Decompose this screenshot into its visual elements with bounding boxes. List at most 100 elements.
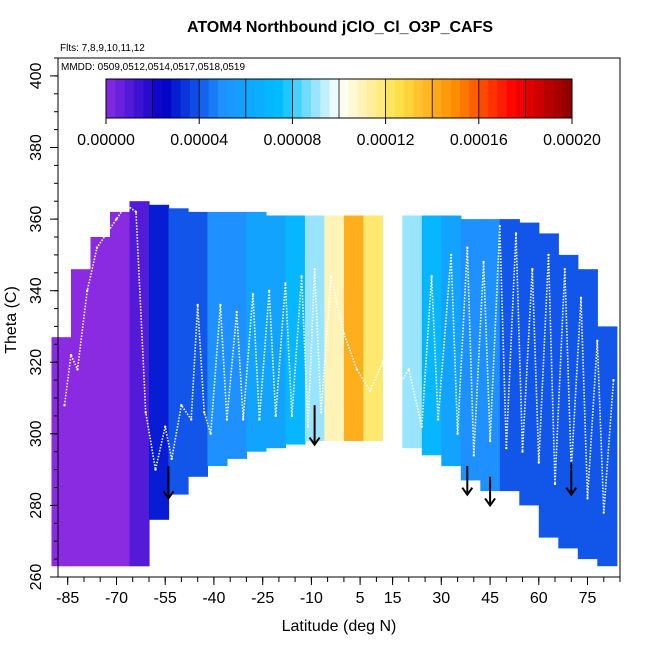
y-axis: 260 280 300 320 340 360 380 400 xyxy=(28,57,58,591)
flight-track-point xyxy=(284,282,287,285)
flight-track-point xyxy=(602,511,605,514)
heatmap-cell xyxy=(597,326,618,567)
flight-track-point xyxy=(209,432,212,435)
colorbar-tick-label: 0.00016 xyxy=(450,132,508,149)
colorbar-swatch xyxy=(273,79,284,118)
flight-track-point xyxy=(547,253,550,257)
colorbar-swatch xyxy=(348,79,359,118)
flight-track-point xyxy=(355,368,359,371)
heatmap-cell xyxy=(207,211,228,466)
flight-track-point xyxy=(586,497,589,500)
flight-track-point xyxy=(537,461,540,464)
flight-track-point xyxy=(514,232,518,235)
colorbar-swatch xyxy=(497,79,508,118)
colorbar-swatch xyxy=(320,79,331,118)
flight-track-point xyxy=(466,246,469,249)
flight-track-point xyxy=(394,389,397,393)
flight-track-point xyxy=(63,404,66,407)
y-tick-label: 400 xyxy=(28,62,45,89)
heatmap-cell xyxy=(441,215,462,467)
colorbar-swatch xyxy=(413,79,424,118)
colorbar-swatch xyxy=(301,79,312,118)
x-tick-label: 5 xyxy=(356,590,365,607)
colorbar-swatch xyxy=(199,79,210,118)
y-tick-label: 300 xyxy=(28,420,45,447)
x-tick-label: -85 xyxy=(56,590,79,607)
colorbar-swatch xyxy=(245,79,256,118)
flight-track-point xyxy=(290,414,294,418)
colorbar-swatch xyxy=(422,79,433,118)
flight-track-point xyxy=(274,414,277,418)
colorbar-swatch xyxy=(516,79,526,118)
colorbar-swatch xyxy=(488,79,498,118)
x-tick-label: -10 xyxy=(300,590,323,607)
flight-track-point xyxy=(235,310,238,314)
heatmap-cell xyxy=(519,222,540,506)
colorbar-tick-label: 0.00008 xyxy=(263,132,321,149)
heatmap-cell xyxy=(558,254,579,549)
colorbar-swatch xyxy=(189,79,200,118)
flight-track-point xyxy=(449,253,453,257)
x-tick-label: 60 xyxy=(530,590,548,607)
arrow-head xyxy=(484,497,496,508)
flight-track-point xyxy=(86,289,89,292)
arrow-head xyxy=(461,487,474,497)
heatmap-cell xyxy=(480,219,501,492)
heatmap-cell xyxy=(168,208,189,495)
colorbar-swatch xyxy=(506,79,517,118)
flight-track-point xyxy=(563,268,566,271)
colorbar-swatch xyxy=(339,79,349,118)
flight-track-point xyxy=(531,268,534,271)
colorbar-swatch xyxy=(525,79,536,118)
flight-track-point xyxy=(69,353,73,357)
x-axis: -85 -70 -55 -40 -25 -10 5 15 30 45 60 75 xyxy=(56,577,621,607)
colorbar-swatch xyxy=(441,79,452,118)
flight-track-point xyxy=(306,425,310,428)
colorbar-swatch xyxy=(534,79,545,118)
flight-track-point xyxy=(164,425,167,428)
colorbar-swatch xyxy=(208,79,219,118)
colorbar-tick-label: 0.00012 xyxy=(357,132,415,149)
y-tick-label: 260 xyxy=(28,564,45,591)
colorbar-swatch xyxy=(171,79,182,118)
colorbar-swatch xyxy=(562,79,573,118)
flight-track-point xyxy=(420,425,423,428)
flight-track-point xyxy=(219,303,222,307)
arrow-head xyxy=(565,487,578,497)
flight-track-point xyxy=(313,268,316,271)
flight-track-point xyxy=(76,368,79,371)
flight-track-point xyxy=(342,332,346,335)
plot-frame xyxy=(57,57,621,578)
heatmap-cell xyxy=(343,215,364,441)
colorbar-swatch xyxy=(329,79,340,118)
flight-track-point xyxy=(268,289,271,292)
x-tick-label: -40 xyxy=(202,590,225,607)
flight-track-point xyxy=(436,418,440,421)
flight-track-point xyxy=(251,293,255,296)
flight-track-point xyxy=(258,418,261,421)
colorbar-swatch xyxy=(292,79,303,118)
flight-track-point xyxy=(115,217,118,221)
flight-track-point xyxy=(482,260,485,264)
colorbar-swatch xyxy=(236,79,247,118)
flight-track-point xyxy=(242,418,245,421)
colorbar-swatch xyxy=(394,79,405,118)
colorbar-swatch xyxy=(460,79,470,118)
heatmap-cell xyxy=(402,215,423,449)
flight-track-point xyxy=(95,246,99,249)
x-tick-label: -70 xyxy=(105,590,128,607)
flight-track-point xyxy=(144,411,147,414)
flights-label: Flts: 7,8,9,10,11,12 xyxy=(60,43,145,54)
colorbar-swatch xyxy=(180,79,191,118)
flight-track-point xyxy=(170,457,173,461)
heatmap-cell xyxy=(90,237,111,567)
colorbar-swatch xyxy=(469,79,480,118)
y-tick-label: 340 xyxy=(28,277,45,304)
flight-track-point xyxy=(154,468,157,471)
colorbar-swatch xyxy=(357,79,368,118)
heatmap-cell xyxy=(129,201,150,567)
colorbar-swatch xyxy=(553,79,564,118)
y-tick-label: 280 xyxy=(28,492,45,519)
x-tick-label: -55 xyxy=(154,590,177,607)
